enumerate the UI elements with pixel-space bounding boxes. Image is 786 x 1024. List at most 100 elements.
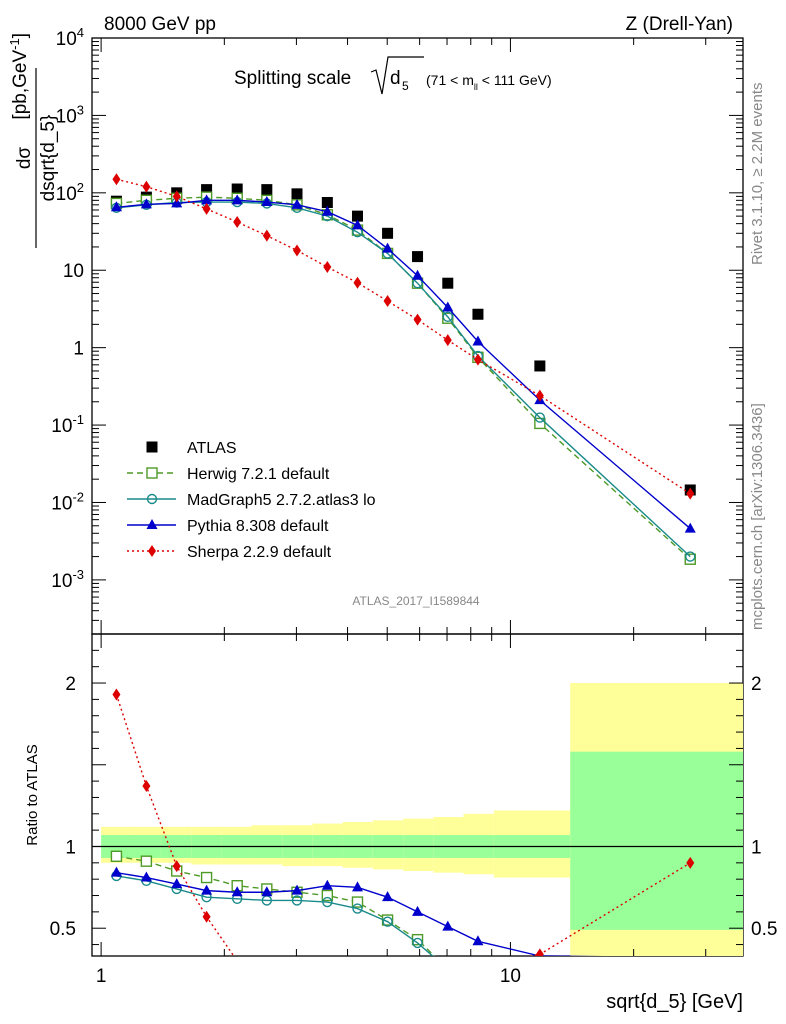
ratio-y-axis-label: Ratio to ATLAS	[24, 744, 41, 845]
data-point-atlas	[261, 184, 273, 196]
y-tick-label: 10	[63, 261, 84, 282]
x-axis: 1 10	[96, 38, 707, 987]
data-point-pythia-8-308-default	[382, 891, 394, 902]
data-point-sherpa-2-2-9-default	[293, 244, 302, 257]
data-point-sherpa-2-2-9-default	[202, 202, 211, 215]
data-point-sherpa-2-2-9-default	[142, 780, 151, 793]
data-point-atlas	[442, 277, 454, 289]
main-y-axis-label: dσ dsqrt{d_5}	[14, 68, 59, 248]
data-point-herwig-7-2-1-default	[200, 871, 213, 884]
y-tick-label: 10-3	[51, 567, 84, 592]
y-tick-label: 102	[56, 180, 84, 205]
y-label-denominator: dsqrt{d_5}	[38, 115, 59, 202]
data-point-pythia-8-308-default	[442, 301, 454, 312]
ratio-y-tick-label-right: 0.5	[751, 919, 777, 940]
legend-label-herwig-7-2-1-default: Herwig 7.2.1 default	[187, 466, 330, 483]
analysis-watermark: ATLAS_2017_I1589844	[352, 594, 480, 608]
data-point-sherpa-2-2-9-default	[443, 334, 452, 347]
data-point-pythia-8-308-default	[382, 242, 394, 253]
legend-label-atlas: ATLAS	[187, 440, 237, 457]
data-point-sherpa-2-2-9-default	[535, 389, 544, 402]
data-point-pythia-8-308-default	[261, 886, 273, 897]
data-point-sherpa-2-2-9-default	[172, 860, 181, 873]
plot-title-sqrt-sub: 5	[402, 79, 409, 93]
data-point-pythia-8-308-default	[110, 866, 122, 877]
legend-marker-madgraph5-2-7-2-atlas3-lo	[146, 493, 158, 505]
data-point-pythia-8-308-default	[201, 884, 213, 895]
data-point-herwig-7-2-1-default	[110, 850, 123, 862]
data-point-sherpa-2-2-9-default	[323, 261, 332, 274]
legend-marker-sherpa-2-2-9-default	[148, 545, 156, 557]
data-point-atlas	[472, 308, 484, 320]
data-point-sherpa-2-2-9-default	[413, 313, 422, 326]
data-point-sherpa-2-2-9-default	[112, 688, 121, 701]
data-point-pythia-8-308-default	[472, 335, 484, 346]
data-point-sherpa-2-2-9-default	[233, 215, 242, 228]
data-point-pythia-8-308-default	[261, 196, 273, 207]
data-point-sherpa-2-2-9-default	[535, 948, 544, 956]
data-point-pythia-8-308-default	[351, 881, 363, 892]
data-point-herwig-7-2-1-default	[140, 855, 153, 867]
data-point-pythia-8-308-default	[110, 201, 122, 212]
data-point-sherpa-2-2-9-default	[383, 295, 392, 308]
data-point-madgraph5-2-7-2-atlas3-lo	[412, 937, 423, 949]
y-tick-label: 1	[73, 339, 84, 360]
y-label-units: [pb,GeV-1]	[7, 33, 31, 120]
ratio-y-tick-label: 1	[65, 837, 76, 858]
main-y-axis: 10-3 10-2 10-1 1 10 102 103 104	[51, 25, 743, 635]
ratio-uncertainty-bands	[92, 683, 743, 956]
data-point-pythia-8-308-default	[171, 197, 183, 208]
data-point-herwig-7-2-1-default	[321, 889, 334, 902]
legend-label-sherpa-2-2-9-default: Sherpa 2.2.9 default	[187, 544, 332, 561]
legend-label-madgraph5-2-7-2-atlas3-lo: MadGraph5 2.7.2.atlas3 lo	[187, 492, 376, 509]
data-point-pythia-8-308-default	[412, 269, 424, 280]
data-point-sherpa-2-2-9-default	[262, 229, 271, 242]
header-left: 8000 GeV pp	[104, 14, 216, 35]
data-point-sherpa-2-2-9-default	[202, 910, 211, 923]
data-point-sherpa-2-2-9-default	[686, 856, 695, 869]
ratio-y-tick-label-right: 1	[751, 837, 762, 858]
legend-marker-pythia-8-308-default	[146, 519, 158, 529]
data-point-sherpa-2-2-9-default	[473, 353, 482, 366]
ratio-y-tick-label: 0.5	[50, 919, 76, 940]
data-point-atlas	[351, 210, 363, 222]
data-point-herwig-7-2-1-default	[684, 553, 696, 565]
data-point-pythia-8-308-default	[412, 905, 424, 916]
y-label-numerator: dσ	[14, 147, 35, 170]
data-point-sherpa-2-2-9-default	[686, 487, 695, 500]
data-point-madgraph5-2-7-2-atlas3-lo	[534, 412, 546, 423]
series-line-madgraph5-2-7-2-atlas3-lo	[116, 875, 434, 956]
data-point-atlas	[201, 184, 213, 196]
data-point-pythia-8-308-default	[442, 920, 454, 931]
data-point-pythia-8-308-default	[231, 194, 243, 205]
y-tick-label: 104	[56, 25, 84, 50]
data-point-atlas	[534, 360, 546, 372]
mcplots-label: mcplots.cern.ch [arXiv:1306.3436]	[749, 403, 766, 630]
main-plot-series	[110, 173, 696, 565]
header-right: Z (Drell-Yan)	[626, 14, 733, 35]
data-point-madgraph5-2-7-2-atlas3-lo	[382, 916, 393, 927]
data-point-pythia-8-308-default	[321, 879, 333, 890]
data-point-pythia-8-308-default	[684, 522, 696, 533]
x-tick-label: 1	[96, 966, 107, 987]
data-point-atlas	[291, 188, 303, 200]
data-point-atlas	[231, 183, 243, 195]
plot-title: Splitting scale d 5 (71 < mll < 111 GeV)	[234, 56, 552, 95]
legend-marker-herwig-7-2-1-default	[146, 467, 158, 479]
legend: ATLAS Herwig 7.2.1 default MadGraph5 2.7.2…	[127, 440, 376, 561]
ratio-y-axis: 0.5 0.5 1 1 2 2	[50, 649, 777, 946]
sqrt-sign	[370, 56, 424, 95]
data-point-sherpa-2-2-9-default	[142, 180, 151, 193]
data-point-madgraph5-2-7-2-atlas3-lo	[291, 895, 303, 906]
data-point-pythia-8-308-default	[351, 219, 363, 230]
y-tick-label: 10-2	[51, 489, 84, 514]
data-point-madgraph5-2-7-2-atlas3-lo	[685, 551, 696, 562]
rivet-version-label: Rivet 3.1.10, ≥ 2.2M events	[749, 83, 766, 266]
data-point-madgraph5-2-7-2-atlas3-lo	[352, 903, 363, 914]
plot-title-range: (71 < mll < 111 GeV)	[426, 72, 552, 92]
data-point-pythia-8-308-default	[291, 198, 303, 209]
data-point-pythia-8-308-default	[321, 205, 333, 216]
data-point-pythia-8-308-default	[171, 878, 183, 889]
plot-title-sqrt-var: d	[390, 68, 401, 89]
data-point-herwig-7-2-1-default	[351, 896, 364, 908]
